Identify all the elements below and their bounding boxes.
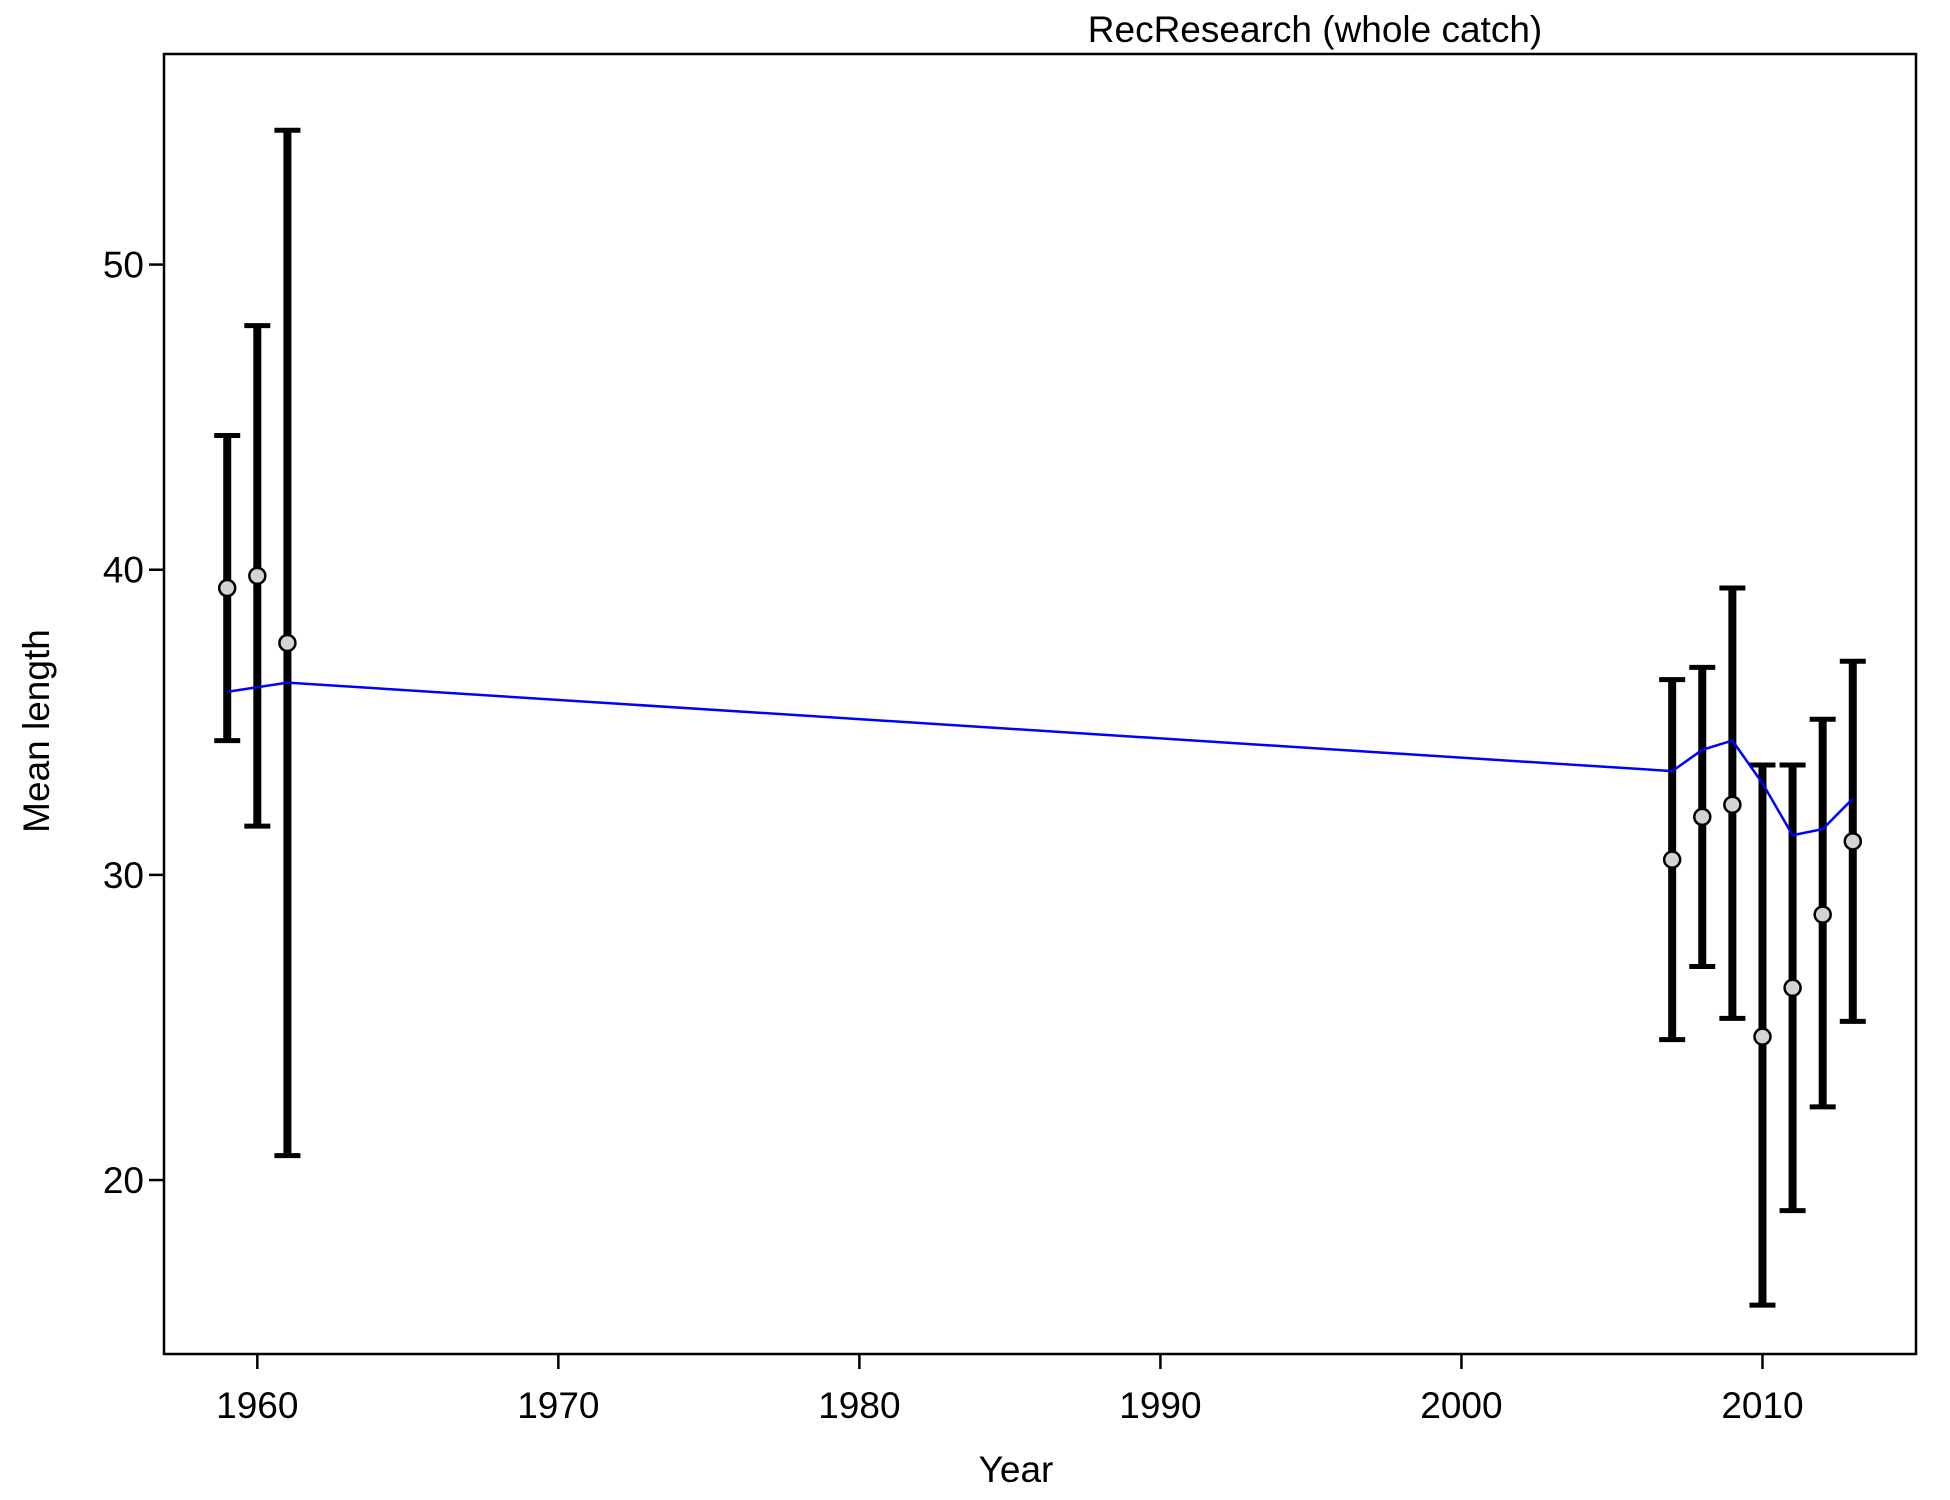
y-axis-ticks: 20 30 40 50 (103, 245, 164, 1201)
y-axis-label: Mean length (16, 629, 57, 833)
y-tick-label: 30 (103, 855, 144, 896)
x-tick-label: 1990 (1119, 1385, 1201, 1426)
data-point (217, 578, 237, 598)
plot-area (162, 52, 1918, 1356)
y-tick-label: 50 (103, 245, 144, 286)
data-point (248, 566, 267, 586)
x-axis-label: Year (979, 1449, 1054, 1490)
x-tick-label: 1970 (517, 1385, 599, 1426)
plot-frame (162, 52, 1918, 1356)
data-point (1662, 850, 1682, 869)
data-point (1693, 807, 1712, 827)
expected-line (227, 681, 1854, 837)
x-axis-ticks: 1960 1970 1980 1990 2000 2010 (216, 1354, 1804, 1426)
data-point (278, 633, 297, 653)
x-tick-label: 2000 (1420, 1385, 1502, 1426)
y-tick-label: 40 (103, 550, 144, 591)
x-tick-label: 2010 (1721, 1385, 1803, 1426)
x-tick-label: 1980 (818, 1385, 900, 1426)
data-point (1753, 1027, 1772, 1046)
y-tick-label: 20 (103, 1160, 144, 1201)
x-tick-label: 1960 (216, 1385, 298, 1426)
data-point (1843, 832, 1863, 851)
data-point (1813, 905, 1832, 924)
chart-title: RecResearch (whole catch) (1088, 9, 1542, 50)
data-point (1723, 795, 1742, 814)
data-point (1783, 978, 1802, 998)
